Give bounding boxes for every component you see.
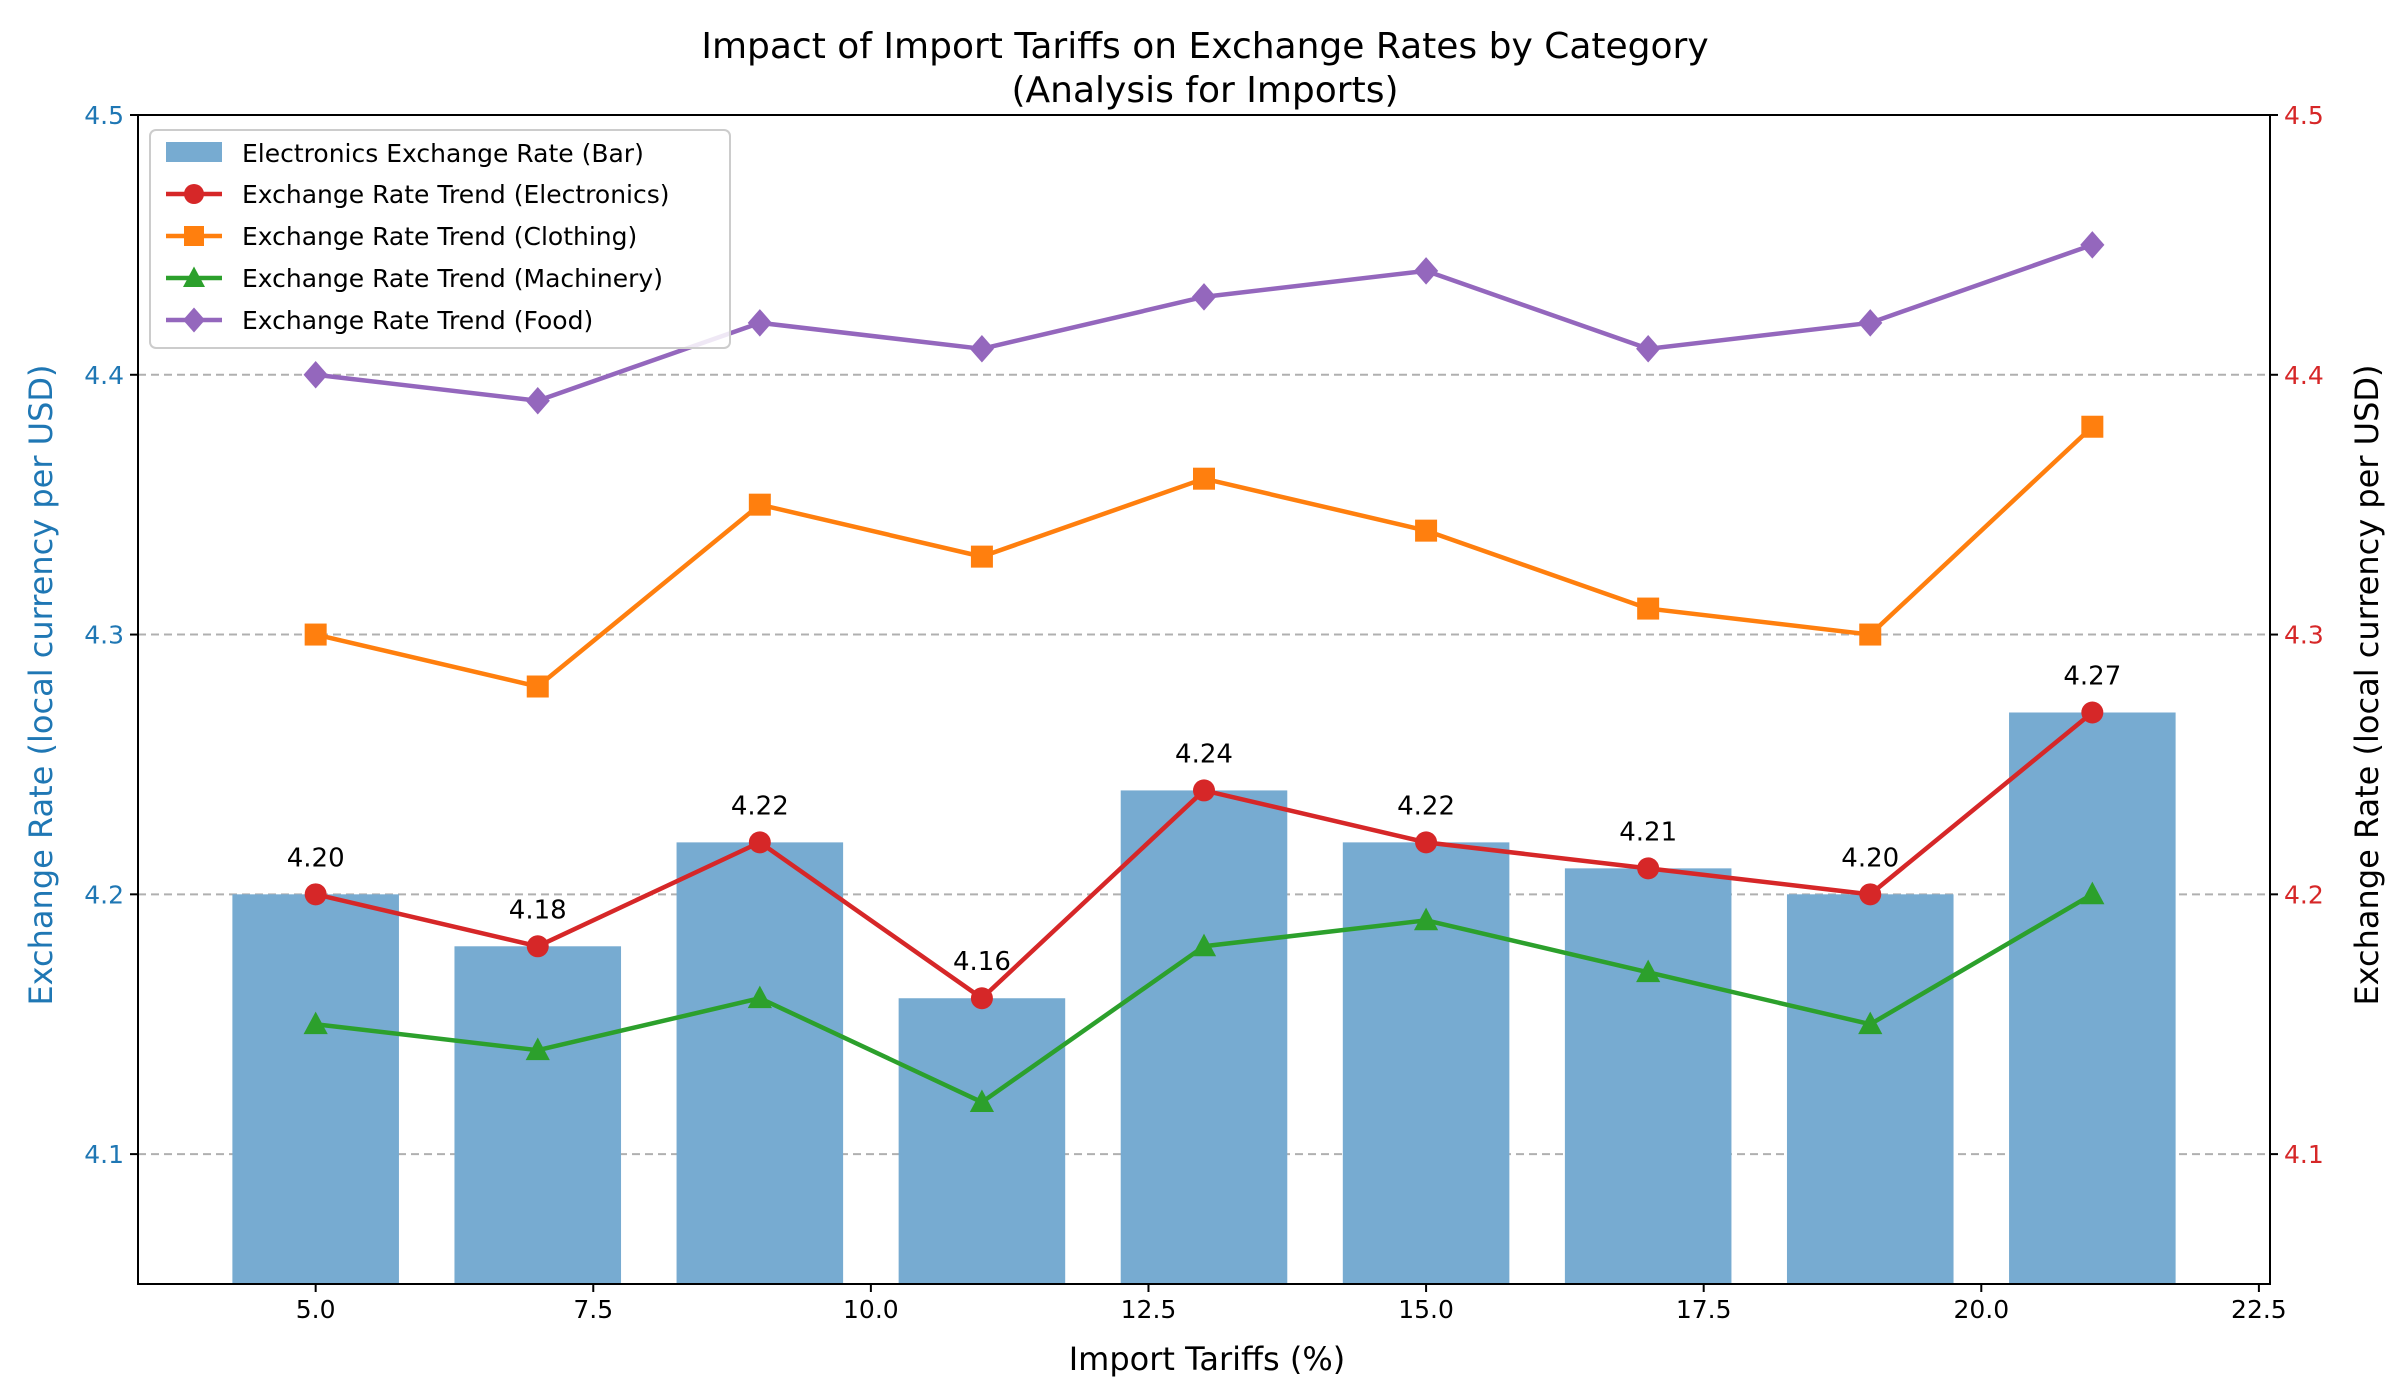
data-point (526, 675, 549, 698)
data-point (1858, 1011, 1883, 1035)
ticks-layer: 5.0 7.5 10.0 12.5 15.0 17.5 20.0 22.54.1 4.14.2 4… (84, 101, 2324, 1324)
data-point (525, 387, 550, 415)
legend-frame (149, 129, 731, 349)
bar-value-label: 4.20 (287, 843, 345, 873)
plot-frame (137, 114, 2271, 1285)
bar-value-label: 4.22 (731, 791, 789, 821)
legend-label: Exchange Rate Trend (Clothing) (242, 222, 637, 251)
legend-marker (183, 307, 205, 333)
y-tick-label-right: 4.4 (2284, 361, 2324, 390)
bars-layer (232, 712, 2176, 1284)
legend-label: Exchange Rate Trend (Food) (242, 306, 593, 335)
y-tick-label-left: 4.5 (84, 101, 124, 130)
y-tick-label-right: 4.5 (2284, 101, 2324, 130)
y-tick-label-left: 4.1 (84, 1140, 124, 1169)
bar (898, 998, 1066, 1284)
y-tick-label-right: 4.1 (2284, 1140, 2324, 1169)
x-tick-label: 5.0 (296, 1295, 336, 1324)
legend-marker (184, 184, 204, 204)
bar-value-label: 4.16 (953, 947, 1011, 977)
x-tick-label: 10.0 (843, 1295, 899, 1324)
chart-title: Impact of Import Tariffs on Exchange Rat… (701, 26, 1708, 67)
bar (1120, 790, 1288, 1284)
bar-value-label: 4.21 (1619, 817, 1677, 847)
legend-lines: Exchange Rate Trend (Electronics) Exchang… (166, 180, 670, 335)
legend-marker (183, 266, 205, 287)
data-point (2080, 881, 2105, 905)
data-point (748, 493, 771, 516)
legend-label-bar: Electronics Exchange Rate (Bar) (242, 139, 644, 168)
data-point (1858, 309, 1883, 337)
data-point (747, 309, 772, 337)
bar (676, 842, 844, 1284)
data-point (525, 1037, 550, 1061)
data-point (1413, 907, 1439, 931)
data-point (1859, 623, 1882, 646)
bar-value-label: 4.22 (1397, 791, 1455, 821)
data-point (1191, 933, 1217, 957)
data-point (1636, 959, 1661, 983)
data-point (526, 935, 549, 958)
legend-swatch-bar (166, 142, 222, 162)
bar-labels-layer: 4.20 4.18 4.22 4.16 4.24 4.22 4.21 4.20 4.27 (287, 661, 2122, 977)
bar (232, 894, 399, 1284)
data-point (2080, 231, 2105, 259)
x-tick-label: 15.0 (1398, 1295, 1454, 1324)
bar-value-label: 4.20 (1841, 843, 1899, 873)
data-point (1193, 467, 1215, 490)
data-point (1191, 283, 1217, 311)
data-point (304, 623, 327, 646)
legend-marker (184, 226, 204, 246)
data-point (1415, 831, 1438, 854)
x-tick-label: 7.5 (573, 1295, 613, 1324)
data-point (1637, 857, 1660, 880)
data-point (748, 831, 771, 854)
y-tick-label-left: 4.3 (84, 621, 124, 650)
legend-label: Exchange Rate Trend (Machinery) (242, 264, 663, 293)
data-point (969, 1089, 995, 1113)
x-tick-label: 12.5 (1121, 1295, 1177, 1324)
data-point (1859, 883, 1882, 906)
data-point (970, 545, 993, 568)
bar (2009, 712, 2176, 1284)
x-tick-label: 20.0 (1953, 1295, 2009, 1324)
data-point (304, 883, 327, 906)
bar (454, 946, 622, 1284)
data-point (303, 1011, 328, 1035)
data-point (970, 987, 993, 1010)
legend-label: Exchange Rate Trend (Electronics) (242, 180, 670, 209)
data-point (1415, 519, 1438, 542)
y-axis-label-right: Exchange Rate (local currency per USD) (2348, 364, 2386, 1005)
bar (1564, 868, 1732, 1284)
x-tick-label: 17.5 (1676, 1295, 1732, 1324)
data-point (1637, 597, 1660, 620)
data-point (2081, 701, 2104, 724)
data-point (2081, 415, 2104, 438)
bar (1786, 894, 1954, 1284)
y-axis-label-left: Exchange Rate (local currency per USD) (22, 364, 60, 1005)
y-tick-label-right: 4.3 (2284, 621, 2324, 650)
lines-layer (303, 231, 2105, 1113)
x-tick-label: 22.5 (2231, 1295, 2287, 1324)
data-point (1193, 779, 1215, 802)
bar-value-label: 4.24 (1175, 739, 1233, 769)
x-axis-label: Import Tariffs (%) (1069, 1340, 1346, 1378)
data-point (1413, 257, 1439, 285)
y-tick-label-left: 4.4 (84, 361, 124, 390)
chart-subtitle: (Analysis for Imports) (1011, 70, 1398, 111)
legend: Electronics Exchange Rate (Bar) Exchange… (149, 129, 731, 349)
y-tick-label-right: 4.2 (2284, 880, 2324, 909)
bar-value-label: 4.18 (509, 895, 567, 925)
data-point (747, 985, 772, 1009)
y-tick-label-left: 4.2 (84, 880, 124, 909)
data-point (969, 335, 995, 363)
bar-value-label: 4.27 (2063, 661, 2121, 691)
axes-layer (137, 114, 2271, 1285)
data-point (1636, 335, 1661, 363)
data-point (303, 361, 328, 389)
